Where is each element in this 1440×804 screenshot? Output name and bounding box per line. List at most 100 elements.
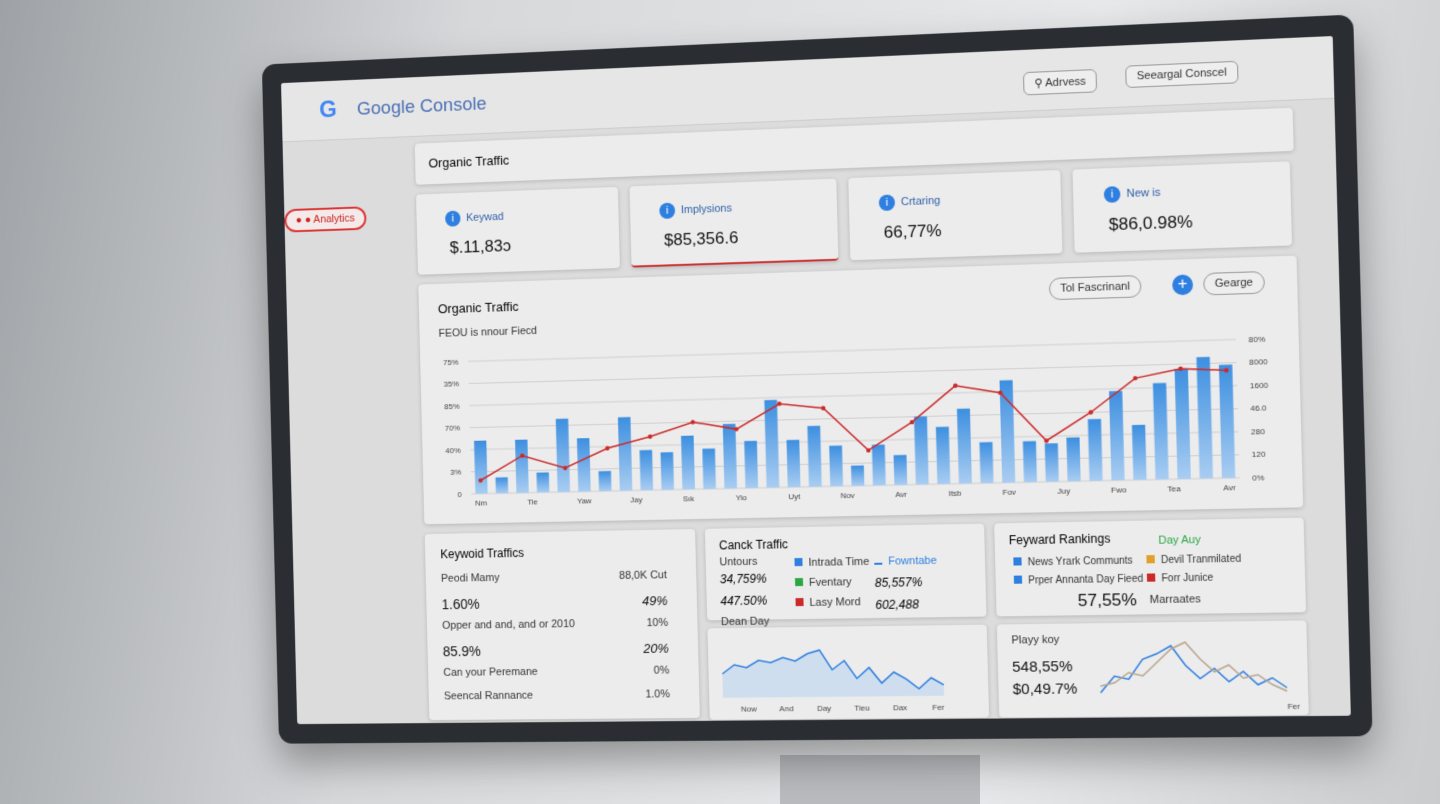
bar [1109, 390, 1125, 481]
kpi-label-text: Keywad [466, 210, 504, 224]
sidebar-item[interactable]: ● ● Analytics [284, 206, 367, 233]
row-value: 49% [641, 593, 668, 609]
rankings-card: Feyward Rankings Day Auy 57,55% Marraate… [994, 517, 1307, 617]
grid-line [468, 363, 1236, 384]
bar [979, 442, 994, 484]
legend-value: 602,488 [875, 597, 920, 613]
bar [515, 439, 529, 493]
legend-item: Intrada Time [794, 555, 870, 569]
x-tick-label: Avr [1223, 483, 1236, 493]
y2-tick-label: 8000 [1249, 357, 1268, 367]
x-tick-label: Now [741, 704, 757, 713]
card-title: Playy koy [1011, 633, 1060, 647]
y2-tick-label: 0% [1252, 473, 1264, 483]
bar [702, 448, 716, 490]
kpi-label: i Keywad [444, 209, 504, 227]
bar [495, 477, 509, 494]
legend-text: Devil Tranmilated [1160, 553, 1242, 567]
legend-swatch [1013, 557, 1022, 566]
area [721, 648, 945, 698]
kpi-label: i New is [1103, 185, 1161, 203]
x-tick-label: Uyt [788, 492, 801, 501]
legend-value: 85,557% [874, 575, 923, 590]
mini-chart: Now And Day Tieu Dax Fer [707, 625, 989, 714]
bar [807, 425, 821, 487]
rank-value: 57,55% [1077, 590, 1138, 611]
bar [660, 452, 675, 490]
bar [935, 426, 951, 485]
metric: $0,49.7% [1012, 680, 1078, 699]
row-value: 1.0% [645, 688, 671, 701]
row-label: Seencal Rannance [443, 689, 534, 703]
metric: 34,759% [719, 571, 767, 587]
main-chart: 0 3% 40% 70% 85% 35% 75% 0% 120 280 46.0 1600 8000 80… [443, 334, 1269, 507]
card-title: Keywoid Traffics [440, 546, 524, 562]
bar [639, 449, 654, 491]
row-label: 1.60% [441, 595, 480, 613]
metric: 447.50% [720, 593, 768, 609]
kpi-card: i Implysions $85,356.6 [629, 178, 839, 268]
chart-button[interactable]: Tol Fascrinanl [1048, 274, 1142, 301]
metric: 548,55% [1011, 658, 1073, 676]
chart-subtitle: FEOU is nnour Fiecd [438, 324, 538, 340]
bar [598, 470, 612, 492]
legend-swatch [1146, 555, 1155, 564]
bar [956, 408, 972, 484]
mini-chart: Fer [1089, 620, 1301, 712]
header-button[interactable]: Seeargal Conscel [1125, 60, 1239, 89]
kpi-value: $85,356.6 [663, 228, 739, 250]
y-tick-label: 75% [443, 358, 459, 367]
keyword-card: Keywoid Traffics Peodi Mamy 88,0K Cut 1.60… [424, 529, 700, 721]
bar [1218, 364, 1236, 479]
bar [1152, 382, 1169, 480]
bar [474, 440, 488, 494]
row-value: 10% [646, 616, 669, 630]
kpi-card: i Crtaring 66,77% [848, 170, 1063, 261]
card-title: Feyward Rankings [1008, 531, 1111, 548]
x-tick-label: Juy [1057, 486, 1070, 496]
bar [1066, 437, 1081, 482]
bar [787, 439, 801, 488]
legend-swatch [794, 558, 803, 567]
legend-swatch [795, 598, 804, 607]
legend-item: Fowntabe [874, 555, 937, 568]
row-label: Can your Peremane [443, 666, 538, 679]
card-subtitle: Untours [719, 555, 758, 569]
logo: G [318, 96, 338, 124]
rank-label: Marraates [1149, 593, 1202, 607]
trend-point [647, 434, 653, 439]
bar [1044, 443, 1059, 482]
row-label: Opper and and, and or 2010 [442, 618, 576, 632]
row-value: 20% [643, 640, 669, 656]
chart-button[interactable]: Gearge [1203, 271, 1265, 296]
kpi-card: i Keywad $.11,83ɔ [415, 186, 620, 275]
monitor-stand [780, 755, 980, 804]
search-box[interactable]: ⚲ Adrvess [1022, 68, 1098, 96]
bar [1196, 356, 1214, 479]
bar [1174, 368, 1191, 480]
kpi-label-text: Implysions [680, 202, 733, 217]
bar [744, 440, 759, 489]
legend-item: Lasy Mord [795, 596, 861, 609]
x-tick-label: Tie [527, 497, 538, 506]
bar [555, 418, 571, 493]
bar [1022, 441, 1038, 483]
kpi-label: i Crtaring [878, 193, 941, 212]
row-value: 0% [653, 664, 670, 677]
monitor: G Google Console ⚲ Adrvess Seeargal Cons… [261, 14, 1373, 744]
y-tick-label: 85% [444, 402, 460, 411]
kpi-icon: i [878, 194, 896, 212]
legend-swatch [794, 578, 804, 587]
trend-point [690, 419, 696, 425]
legend-text: Intrada Time [808, 555, 870, 569]
x-tick-label: Fer [1287, 702, 1300, 712]
legend-text: Prper Annanta Day Fieed [1028, 573, 1144, 587]
bar [764, 399, 780, 488]
x-tick-label: Fov [1002, 487, 1016, 497]
x-tick-label: Fer [932, 703, 945, 712]
page-title: Organic Traffic [428, 152, 510, 171]
add-button[interactable]: + [1172, 274, 1194, 296]
y-tick-label: 40% [445, 446, 461, 455]
x-tick-label: Nov [840, 491, 854, 500]
legend-text: News Yrark Communts [1027, 555, 1133, 569]
